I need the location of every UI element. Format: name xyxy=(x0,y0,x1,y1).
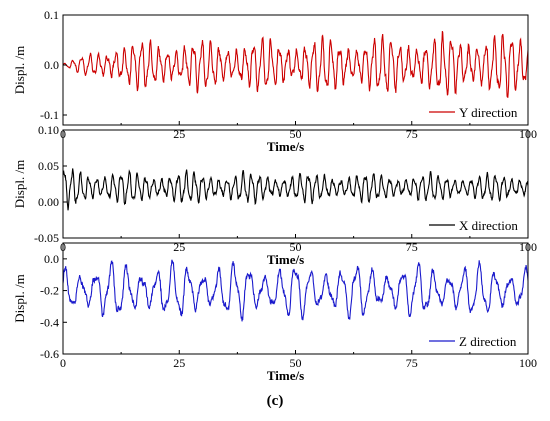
x-axis-label-y: Time/s xyxy=(267,139,304,154)
y-tick-label-y: 0.0 xyxy=(44,58,59,72)
x-tick-label-x: 25 xyxy=(173,240,185,254)
y-tick-label-y: -0.1 xyxy=(40,108,59,122)
legend-label-z: Z direction xyxy=(459,334,517,349)
panel-x: 0 25 50 75 100-0.050.000.050.10Time/sDispl. … xyxy=(12,123,537,267)
y-axis-label-z: Displ. /m xyxy=(12,274,27,322)
x-axis-label-x: Time/s xyxy=(267,252,304,267)
figure-caption: (c) xyxy=(266,393,284,409)
y-tick-label-z: -0.4 xyxy=(40,315,59,329)
y-axis-label-y: Displ. /m xyxy=(12,46,27,94)
y-tick-label-z: 0.0 xyxy=(44,252,59,266)
x-axis-label-z: Time/s xyxy=(267,368,304,383)
y-tick-label-x: 0.05 xyxy=(38,159,59,173)
legend-label-y: Y direction xyxy=(459,105,518,120)
x-tick-label-z: 0 xyxy=(60,356,66,370)
y-tick-label-x: -0.05 xyxy=(34,231,59,245)
x-tick-label-z: 100 xyxy=(519,356,537,370)
legend-box-x xyxy=(427,216,524,234)
x-tick-label-z: 25 xyxy=(173,356,185,370)
y-tick-label-z: -0.6 xyxy=(40,347,59,361)
legend-box-y xyxy=(427,103,524,121)
series-line-y xyxy=(63,30,528,98)
x-tick-label-x: 75 xyxy=(406,240,418,254)
y-tick-label-z: -0.2 xyxy=(40,284,59,298)
y-tick-label-x: 0.10 xyxy=(38,123,59,137)
y-axis-label-x: Displ. /m xyxy=(12,160,27,208)
x-tick-label-z: 50 xyxy=(290,356,302,370)
series-line-x xyxy=(63,168,528,211)
panel-z: 0 25 50 75 100 -0.6 -0.4 -0.2 0.0 Time/s Displ. /m… xyxy=(12,242,537,383)
legend-box-z xyxy=(427,332,524,350)
x-tick-label-y: 75 xyxy=(406,127,418,141)
x-tick-label-y: 25 xyxy=(173,127,185,141)
y-tick-label-x: 0.00 xyxy=(38,195,59,209)
legend-label-x: X direction xyxy=(459,218,518,233)
y-tick-label-y: 0.1 xyxy=(44,8,59,22)
x-tick-label-z: 75 xyxy=(406,356,418,370)
series-line-z xyxy=(63,259,528,322)
